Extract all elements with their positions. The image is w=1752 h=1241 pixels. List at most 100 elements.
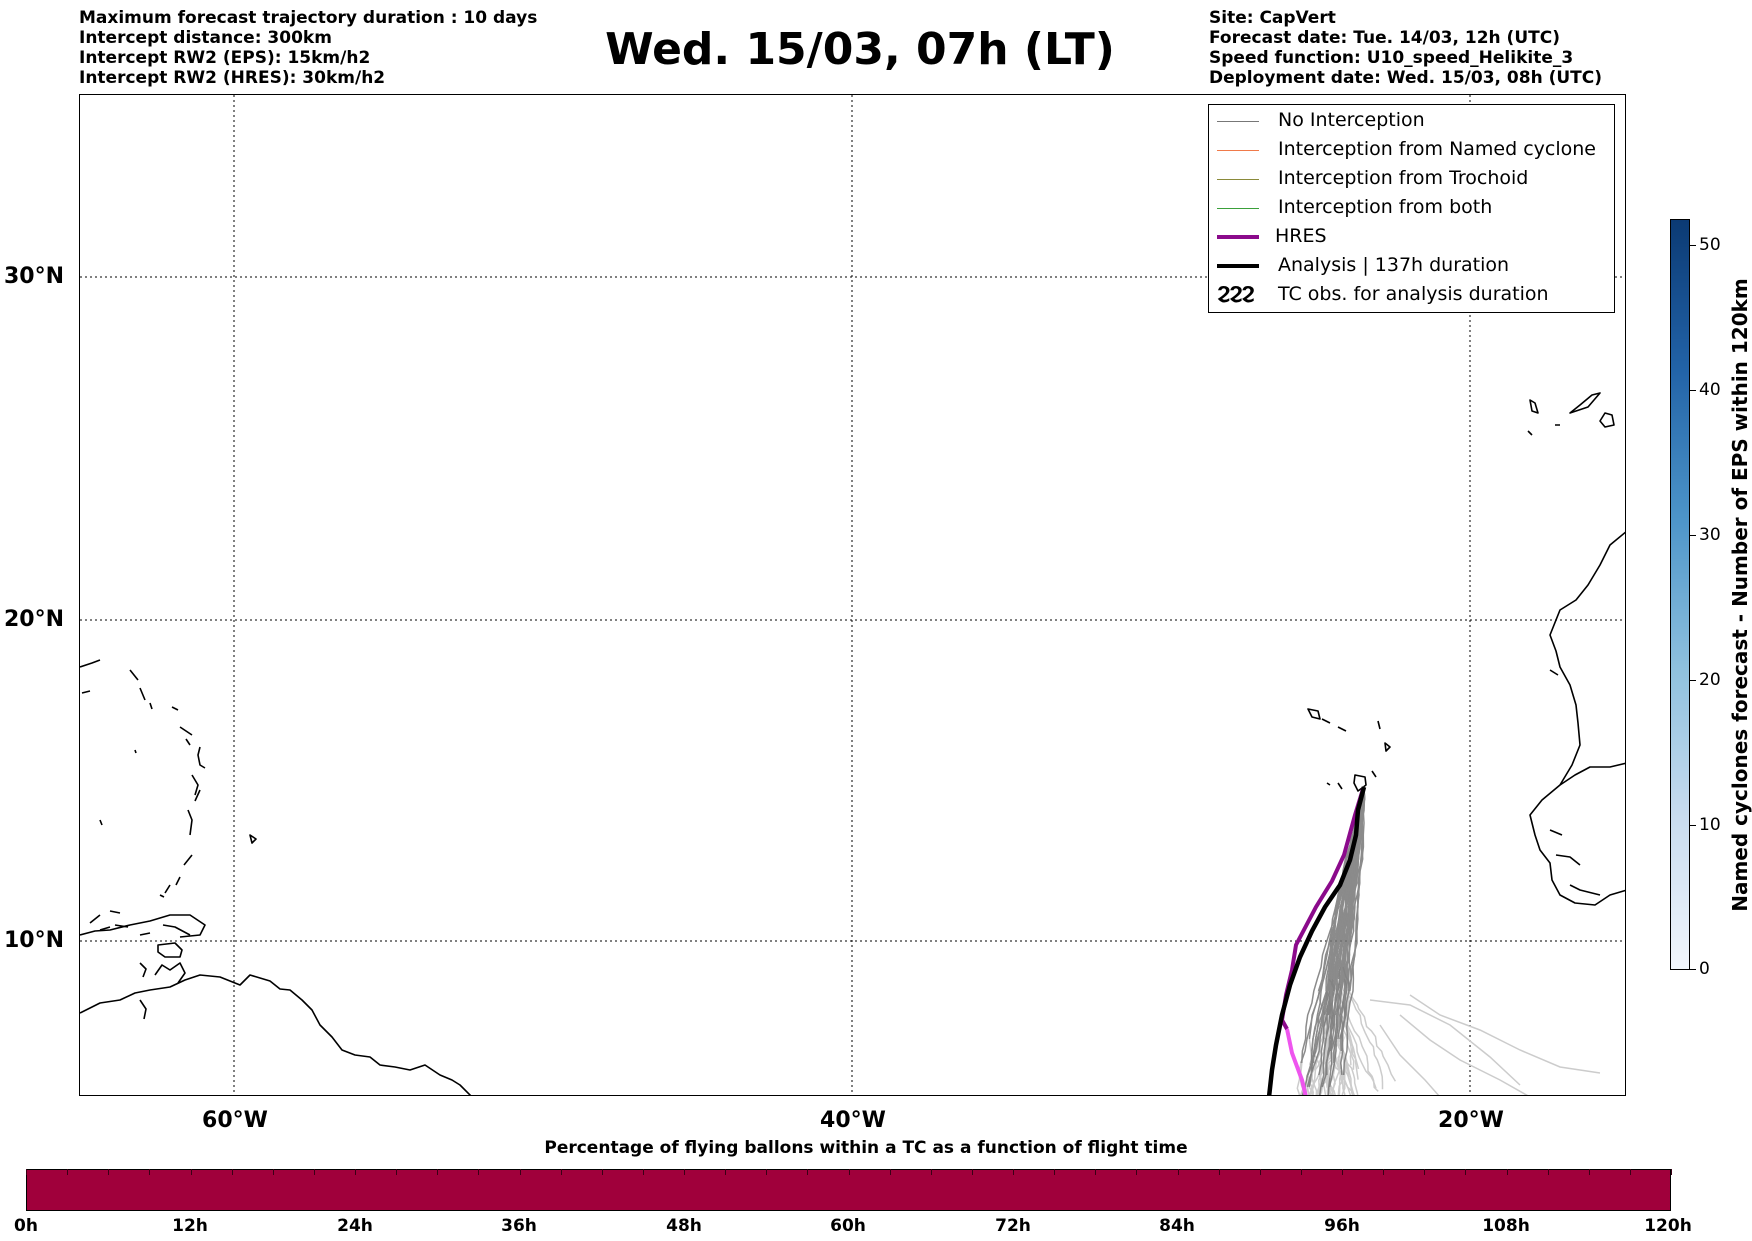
time-tick <box>190 1169 192 1175</box>
trinidad-island <box>157 942 183 958</box>
time-tick <box>971 1169 973 1175</box>
lon-label-40w: 40°W <box>820 1108 886 1133</box>
canary-islands <box>1527 392 1615 436</box>
time-label: 120h <box>1644 1216 1692 1236</box>
time-tick <box>1136 1169 1138 1175</box>
time-tick <box>1259 1169 1261 1175</box>
late-trajectory <box>1319 1086 1323 1095</box>
colorbar-label: 0 <box>1699 959 1710 979</box>
time-tick <box>1465 1169 1467 1175</box>
time-label: 72h <box>995 1216 1031 1236</box>
colorbar-tick <box>1690 535 1696 536</box>
time-tick <box>149 1169 151 1175</box>
legend-item-hres: HRES <box>1215 223 1613 252</box>
time-tick <box>1671 1169 1672 1175</box>
time-tick <box>889 1169 891 1175</box>
time-tick <box>231 1169 233 1175</box>
legend-item-no-interception: No Interception <box>1215 107 1613 136</box>
venezuela-islands <box>80 914 206 938</box>
time-tick <box>1506 1169 1508 1175</box>
late-trajectory <box>1305 1074 1312 1095</box>
time-tick <box>108 1169 110 1175</box>
legend-label: Interception from Trochoid <box>1278 167 1529 189</box>
legend-item-trochoid: Interception from Trochoid <box>1215 165 1613 194</box>
late-trajectory <box>1379 1024 1440 1095</box>
time-tick <box>1177 1169 1179 1175</box>
header-left-line: Intercept RW2 (HRES): 30km/h2 <box>79 68 386 88</box>
legend-label: HRES <box>1275 225 1327 247</box>
cape-verde-islands <box>1307 708 1391 792</box>
colorbar-tick <box>1690 390 1696 391</box>
colorbar-label: 10 <box>1699 815 1721 835</box>
header-left: Maximum forecast trajectory duration : 1… <box>79 8 537 88</box>
legend-label: Analysis | 137h duration <box>1278 254 1510 276</box>
lat-label-20n: 20°N <box>3 607 64 632</box>
header-right-line: Speed function: U10_speed_Helikite_3 <box>1209 48 1574 68</box>
time-tick <box>601 1169 603 1175</box>
time-tick <box>642 1169 644 1175</box>
colorbar-label: 20 <box>1699 670 1721 690</box>
hres-trajectory-late <box>1285 1028 1308 1095</box>
small-islands <box>99 749 257 1020</box>
time-tick <box>1218 1169 1220 1175</box>
colorbar-label: 30 <box>1699 525 1721 545</box>
header-right-line: Site: CapVert <box>1209 8 1336 28</box>
cyclone-symbol-icon: ϨϨϨ <box>1217 283 1255 304</box>
time-tick <box>355 1169 356 1175</box>
time-tick <box>848 1169 850 1175</box>
time-tick <box>272 1169 274 1175</box>
late-trajectory <box>1339 1026 1346 1095</box>
legend-item-analysis: Analysis | 137h duration <box>1215 252 1613 281</box>
time-tick <box>766 1169 768 1175</box>
map-canvas <box>80 95 1625 1095</box>
late-trajectory <box>1409 994 1601 1074</box>
time-tick <box>1095 1169 1097 1175</box>
time-tick <box>1342 1169 1343 1175</box>
header-right-line: Deployment date: Wed. 15/03, 08h (UTC) <box>1209 68 1603 88</box>
late-trajectory <box>1331 1062 1336 1095</box>
legend-label: Interception from both <box>1278 196 1493 218</box>
lat-label-30n: 30°N <box>3 264 64 289</box>
green-line-icon <box>1217 208 1259 209</box>
map-legend: No Interception Interception from Named … <box>1208 104 1615 313</box>
time-label: 108h <box>1482 1216 1530 1236</box>
orinoco-delta <box>154 962 186 984</box>
gray-line-icon <box>1217 121 1259 122</box>
time-tick <box>560 1169 562 1175</box>
purple-line-icon <box>1217 235 1259 239</box>
eps-trajectory <box>1327 786 1366 1095</box>
time-label: 60h <box>830 1216 866 1236</box>
time-tick <box>313 1169 315 1175</box>
time-tick <box>1588 1169 1590 1175</box>
late-trajectory <box>1308 1038 1318 1095</box>
time-label: 84h <box>1159 1216 1195 1236</box>
time-tick <box>1547 1169 1549 1175</box>
colorbar-tick <box>1690 245 1696 246</box>
late-trajectory <box>1328 1086 1332 1095</box>
late-trajectory <box>1318 1074 1327 1095</box>
header-right: Site: CapVert Forecast date: Tue. 14/03,… <box>1209 8 1602 88</box>
time-tick <box>930 1169 932 1175</box>
time-tick <box>396 1169 398 1175</box>
time-label: 96h <box>1324 1216 1360 1236</box>
lat-label-10n: 10°N <box>3 928 64 953</box>
legend-label: No Interception <box>1278 109 1425 131</box>
colorbar-tick <box>1690 969 1696 970</box>
analysis-trajectory <box>1266 786 1367 1095</box>
olive-line-icon <box>1217 179 1259 180</box>
time-label: 48h <box>666 1216 702 1236</box>
colorbar-title: Named cyclones forecast - Number of EPS … <box>1728 278 1752 912</box>
header-left-line: Intercept RW2 (EPS): 15km/h2 <box>79 48 371 68</box>
time-tick <box>1300 1169 1302 1175</box>
header-left-line: Intercept distance: 300km <box>79 28 332 48</box>
colorbar <box>1670 219 1690 970</box>
header-right-line: Forecast date: Tue. 14/03, 12h (UTC) <box>1209 28 1560 48</box>
header-left-line: Maximum forecast trajectory duration : 1… <box>79 8 538 28</box>
time-tick <box>26 1169 27 1175</box>
late-trajectory <box>1317 1050 1326 1095</box>
orange-line-icon <box>1217 150 1259 151</box>
late-trajectory <box>1330 1050 1342 1095</box>
legend-label: TC obs. for analysis duration <box>1278 283 1549 305</box>
south-america-coast <box>80 974 472 1095</box>
time-tick <box>1054 1169 1056 1175</box>
